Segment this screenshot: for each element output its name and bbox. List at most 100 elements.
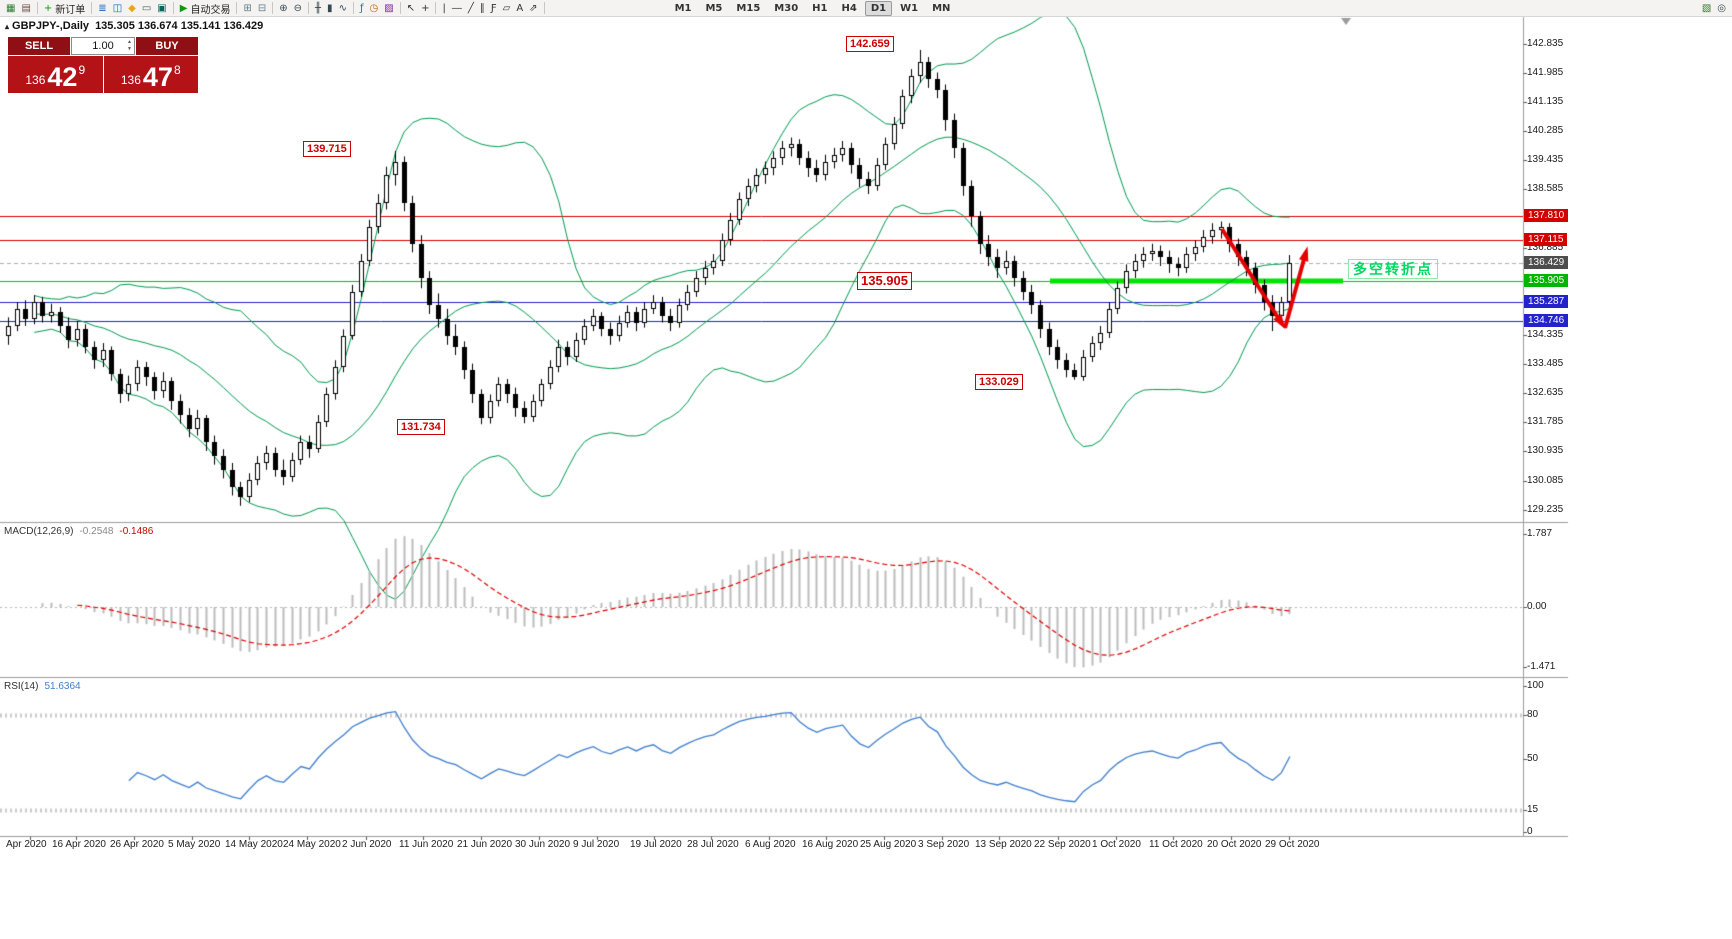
window-cascade-button[interactable]: ⊟ bbox=[255, 1, 269, 16]
timeframe-button-m30[interactable]: M30 bbox=[774, 2, 799, 14]
zoom-in-button[interactable]: ⊕ bbox=[276, 1, 290, 16]
chart-mode-icon: ▧ bbox=[1701, 2, 1712, 14]
new-order-button-label: 新订单 bbox=[55, 4, 86, 16]
navigator-button[interactable]: ◆ bbox=[125, 1, 139, 16]
data-window-button[interactable]: ◫ bbox=[110, 1, 125, 16]
candlestick-chart-button[interactable]: ▮ bbox=[324, 1, 336, 16]
toolbar-separator bbox=[91, 2, 93, 14]
price-annotation[interactable]: 142.659 bbox=[846, 36, 894, 52]
date-axis-label: Apr 2020 bbox=[6, 839, 47, 850]
sell-button[interactable]: SELL bbox=[8, 37, 70, 55]
market-watch-button[interactable]: ≣ bbox=[95, 1, 109, 16]
chart-mode-button[interactable]: ▧ bbox=[1699, 1, 1714, 16]
price-axis-label: 131.785 bbox=[1527, 416, 1564, 428]
arrows-button[interactable]: ⇗ bbox=[526, 1, 540, 16]
price-annotation[interactable]: 139.715 bbox=[303, 141, 351, 157]
macd-indicator-label: MACD(12,26,9) -0.2548 -0.1486 bbox=[4, 526, 153, 537]
buy-price-prefix: 136 bbox=[120, 73, 141, 87]
candlestick-chart-icon: ▮ bbox=[327, 2, 333, 14]
zoom-out-button[interactable]: ⊖ bbox=[291, 1, 305, 16]
strategy-tester-button[interactable]: ▣ bbox=[154, 1, 169, 16]
fibonacci-icon: Ƒ bbox=[490, 2, 497, 14]
line-chart-button[interactable]: ∿ bbox=[336, 1, 350, 16]
text-icon: A bbox=[516, 2, 524, 14]
fibonacci-button[interactable]: Ƒ bbox=[488, 1, 500, 16]
rsi-axis-label: 50 bbox=[1527, 753, 1539, 764]
price-axis-label: 136.885 bbox=[1527, 241, 1564, 253]
trendline-button[interactable]: ╱ bbox=[465, 1, 477, 16]
buy-price[interactable]: 136 47 8 bbox=[103, 56, 198, 93]
indicators-icon: ƒ bbox=[359, 2, 364, 14]
bar-chart-button[interactable]: ╫ bbox=[312, 1, 324, 16]
toolbar-separator bbox=[308, 2, 310, 14]
periods-icon: ◷ bbox=[369, 2, 379, 14]
rsi-axis-label: 80 bbox=[1527, 709, 1539, 721]
macd-main-value: -0.2548 bbox=[79, 526, 114, 537]
crosshair-icon: + bbox=[421, 2, 430, 14]
timeframe-button-m15[interactable]: M15 bbox=[736, 2, 761, 14]
macd-signal-value: -0.1486 bbox=[119, 526, 154, 537]
channel-icon: ∥ bbox=[479, 2, 485, 14]
price-axis-badge: 134.746 bbox=[1524, 313, 1569, 327]
timeframe-button-d1[interactable]: D1 bbox=[864, 0, 893, 16]
price-axis-badge: 136.429 bbox=[1524, 256, 1569, 270]
timeframe-button-h1[interactable]: H1 bbox=[812, 2, 828, 14]
timeframe-button-m1[interactable]: M1 bbox=[674, 2, 692, 14]
date-axis-label: 25 Aug 2020 bbox=[860, 839, 917, 850]
timeframe-group: M1 M5 M15 M30 H1 H4 D1 W1 MN bbox=[668, 0, 958, 16]
date-axis-label: 11 Jun 2020 bbox=[399, 839, 454, 850]
date-axis-label: 2 Jun 2020 bbox=[342, 839, 392, 850]
profiles-button[interactable]: ▤ bbox=[18, 1, 33, 16]
date-axis-label: 28 Jul 2020 bbox=[687, 839, 739, 850]
toolbar-separator bbox=[435, 2, 437, 14]
price-axis-label: 140.285 bbox=[1527, 125, 1564, 137]
search-button[interactable]: ◎ bbox=[1714, 1, 1729, 16]
timeframe-button-h4[interactable]: H4 bbox=[841, 2, 857, 14]
text-button[interactable]: A bbox=[513, 1, 526, 16]
date-axis-label: 20 Oct 2020 bbox=[1207, 839, 1262, 850]
price-axis-badge: 137.115 bbox=[1524, 232, 1568, 246]
price-annotation[interactable]: 133.029 bbox=[975, 374, 1023, 390]
timeframe-button-m5[interactable]: M5 bbox=[705, 2, 723, 14]
rsi-indicator-label: RSI(14) 51.6364 bbox=[4, 681, 81, 692]
vertical-line-icon: | bbox=[442, 2, 446, 14]
new-window-button[interactable]: ⊞ bbox=[240, 1, 254, 16]
price-axis-label: 130.085 bbox=[1527, 474, 1564, 486]
channel-button[interactable]: ∥ bbox=[477, 1, 488, 16]
macd-axis-label: 1.787 bbox=[1527, 528, 1553, 540]
buy-price-pip: 8 bbox=[173, 63, 181, 77]
periods-button[interactable]: ◷ bbox=[366, 1, 381, 16]
quote-strip: ▴ GBPJPY-,Daily 135.305 136.674 135.141 13… bbox=[5, 20, 263, 32]
cursor-button[interactable]: ↖ bbox=[404, 1, 418, 16]
cursor-icon: ↖ bbox=[406, 2, 416, 14]
price-annotation[interactable]: 131.734 bbox=[397, 419, 445, 435]
price-annotation[interactable]: 135.905 bbox=[857, 272, 912, 290]
search-icon: ◎ bbox=[1717, 2, 1726, 14]
shapes-button[interactable]: ▱ bbox=[500, 1, 514, 16]
crosshair-button[interactable]: + bbox=[418, 1, 432, 16]
new-order-button[interactable]: + 新订单 bbox=[41, 1, 88, 16]
volume-up-icon[interactable]: ▲ bbox=[127, 39, 132, 45]
templates-button[interactable]: ▨ bbox=[381, 1, 396, 16]
vertical-line-button[interactable]: | bbox=[439, 1, 448, 16]
sell-price[interactable]: 136 42 9 bbox=[8, 56, 103, 93]
horizontal-line-button[interactable]: ― bbox=[449, 1, 465, 16]
volume-input[interactable]: 1.00 ▲ ▼ bbox=[71, 37, 135, 55]
strategy-tester-icon: ▣ bbox=[157, 2, 167, 14]
timeframe-button-mn[interactable]: MN bbox=[932, 2, 951, 14]
autotrading-button[interactable]: ▶ 自动交易 bbox=[177, 1, 234, 16]
volume-stepper[interactable]: ▲ ▼ bbox=[127, 39, 132, 53]
volume-down-icon[interactable]: ▼ bbox=[127, 46, 132, 52]
new-chart-button[interactable]: ▦ bbox=[3, 1, 18, 16]
terminal-button[interactable]: ▭ bbox=[139, 1, 154, 16]
rsi-value: 51.6364 bbox=[44, 681, 81, 692]
toolbar: ▦ ▤ + 新订单 ≣ ◫ ◆ ▭ ▣ ▶ 自动交易 ⊞ ⊟ ⊕ ⊖ ╫ ▮ ∿ ƒ ◷ ▨ ↖ + | ― ╱ ∥ Ƒ ▱ A ⇗ M1 M… bbox=[0, 0, 1732, 17]
buy-button[interactable]: BUY bbox=[136, 37, 198, 55]
macd-name: MACD(12,26,9) bbox=[4, 526, 74, 537]
timeframe-button-w1[interactable]: W1 bbox=[900, 2, 919, 14]
turning-point-annotation[interactable]: 多空转折点 bbox=[1348, 259, 1438, 279]
price-axis-badge: 135.287 bbox=[1524, 295, 1569, 309]
navigator-icon: ◆ bbox=[128, 2, 136, 14]
indicators-button[interactable]: ƒ bbox=[357, 1, 367, 16]
